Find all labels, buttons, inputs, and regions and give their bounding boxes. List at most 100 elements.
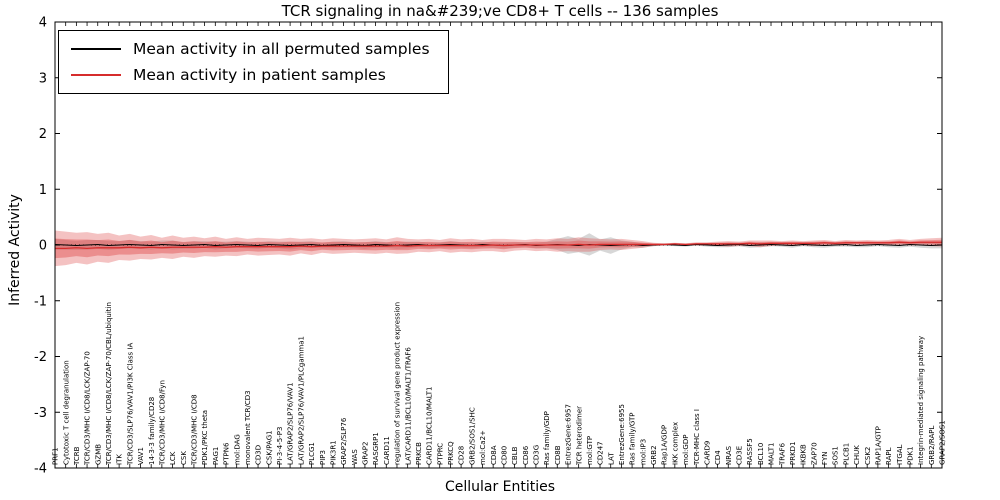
svg-text:PDK1/PKC theta: PDK1/PKC theta: [201, 410, 209, 465]
svg-text:ITGAL: ITGAL: [896, 444, 904, 465]
svg-text:14-3-3 family/CD28: 14-3-3 family/CD28: [148, 397, 156, 465]
svg-text:PI-3-4-5-P3: PI-3-4-5-P3: [276, 427, 284, 465]
svg-text:PDK1: PDK1: [907, 446, 915, 465]
svg-text:LCK: LCK: [169, 451, 177, 465]
svg-text:EntrezGene:6955: EntrezGene:6955: [618, 404, 626, 465]
svg-text:Cytotoxic T cell degranulation: Cytotoxic T cell degranulation: [62, 360, 70, 465]
svg-text:PLCB1: PLCB1: [842, 443, 850, 465]
svg-text:LAT/GRAP2/SLP76/VAV1/PLCgamma1: LAT/GRAP2/SLP76/VAV1/PLCgamma1: [297, 336, 305, 465]
legend-label-patient: Mean activity in patient samples: [133, 66, 386, 84]
svg-text:RASGRP1: RASGRP1: [372, 432, 380, 465]
svg-text:PAG1: PAG1: [212, 447, 220, 465]
svg-text:RAP1A/GTP: RAP1A/GTP: [874, 426, 882, 465]
svg-text:BCL10: BCL10: [757, 443, 765, 465]
svg-text:GZMB: GZMB: [94, 444, 102, 465]
svg-text:EntrezGene:6957: EntrezGene:6957: [565, 404, 573, 465]
svg-text:-4: -4: [34, 462, 47, 477]
svg-text:LAT/CARD11/BCL10/MALT1/TRAF6: LAT/CARD11/BCL10/MALT1/TRAF6: [404, 347, 412, 465]
svg-text:TCR-MHC class I: TCR-MHC class I: [693, 409, 701, 466]
legend-item-patient: Mean activity in patient samples: [71, 66, 430, 84]
svg-text:VAV1: VAV1: [137, 447, 145, 465]
svg-text:SOS1: SOS1: [832, 446, 840, 465]
svg-text:2: 2: [39, 127, 47, 142]
svg-text:GRB2/SOS1/SHC: GRB2/SOS1/SHC: [468, 407, 476, 465]
svg-text:PTPRC: PTPRC: [436, 443, 444, 465]
svg-text:CARD11: CARD11: [383, 436, 391, 465]
svg-text:PRKCQ: PRKCQ: [447, 441, 455, 465]
svg-text:TCR/CD3/MHC I/CD8/Fyn: TCR/CD3/MHC I/CD8/Fyn: [158, 380, 166, 466]
svg-text:CD8A: CD8A: [490, 445, 498, 465]
svg-text:ITK: ITK: [116, 454, 124, 465]
svg-text:regulation of survival gene pr: regulation of survival gene product expr…: [394, 302, 402, 465]
svg-text:4: 4: [39, 16, 47, 31]
svg-text:CARD9: CARD9: [703, 441, 711, 465]
svg-text:PTPN6: PTPN6: [223, 442, 231, 465]
svg-text:mol:GDP: mol:GDP: [682, 435, 690, 465]
svg-text:-3: -3: [34, 406, 47, 421]
svg-text:-2: -2: [34, 350, 47, 365]
legend-item-permuted: Mean activity in all permuted samples: [71, 40, 430, 58]
svg-text:mol:IP3: mol:IP3: [639, 439, 647, 465]
svg-text:mol:DAG: mol:DAG: [233, 434, 241, 465]
svg-text:Integrin-mediated signaling pa: Integrin-mediated signaling pathway: [917, 336, 925, 465]
permuted-line-swatch: [71, 48, 121, 50]
svg-text:TCR/CD3/MHC I/CD8/LCK/ZAP-70: TCR/CD3/MHC I/CD8/LCK/ZAP-70: [84, 351, 92, 466]
svg-text:CD28: CD28: [458, 446, 466, 465]
patient-line-swatch: [71, 74, 121, 76]
svg-text:Ras family/GTP: Ras family/GTP: [629, 412, 637, 465]
svg-text:MALT1: MALT1: [768, 443, 776, 466]
svg-text:Rap1A/GDP: Rap1A/GDP: [661, 425, 669, 465]
legend-label-permuted: Mean activity in all permuted samples: [133, 40, 430, 58]
legend: Mean activity in all permuted samples Me…: [58, 30, 449, 94]
svg-text:CD4: CD4: [714, 450, 722, 465]
svg-text:mol:Ca2+: mol:Ca2+: [479, 430, 487, 465]
svg-text:3: 3: [39, 71, 47, 86]
svg-text:CD3G: CD3G: [533, 445, 541, 465]
svg-text:NRAS: NRAS: [725, 445, 733, 465]
svg-text:PIP3: PIP3: [319, 450, 327, 465]
svg-text:CD86: CD86: [522, 445, 530, 465]
svg-text:CD8B: CD8B: [554, 445, 562, 465]
svg-text:0: 0: [39, 239, 47, 254]
svg-text:PRKD1: PRKD1: [789, 441, 797, 465]
svg-text:CARD11/BCL10/MALT1: CARD11/BCL10/MALT1: [426, 387, 434, 465]
svg-text:TRAF6: TRAF6: [778, 442, 786, 466]
svg-text:FYN: FYN: [821, 451, 829, 465]
svg-text:CD80: CD80: [500, 446, 508, 465]
svg-text:mol:GTP: mol:GTP: [586, 436, 594, 465]
svg-text:ZAP70: ZAP70: [810, 442, 818, 465]
svg-text:RAPL: RAPL: [885, 447, 893, 465]
svg-text:CD247: CD247: [597, 441, 605, 465]
svg-text:CD3E: CD3E: [736, 446, 744, 465]
svg-text:GRB2/RAPL: GRB2/RAPL: [928, 426, 936, 465]
svg-text:IKK complex: IKK complex: [671, 422, 679, 465]
svg-text:CSK/PAG1: CSK/PAG1: [265, 430, 273, 465]
svg-text:WAS: WAS: [351, 449, 359, 465]
svg-text:monovalent TCR/CD3: monovalent TCR/CD3: [244, 390, 252, 465]
svg-text:CSK2: CSK2: [864, 447, 872, 465]
svg-text:1: 1: [39, 183, 47, 198]
svg-text:TCR/CD3/SLP76/VAV1/PI3K Class: TCR/CD3/SLP76/VAV1/PI3K Class IA: [126, 343, 134, 466]
svg-text:GRB2: GRB2: [650, 445, 658, 465]
svg-text:PLCG1: PLCG1: [308, 442, 316, 465]
svg-text:CBLB: CBLB: [511, 446, 519, 465]
svg-text:RASSF5: RASSF5: [746, 438, 754, 465]
svg-text:-1: -1: [34, 294, 47, 309]
svg-text:PRF1: PRF1: [52, 447, 60, 465]
svg-text:GRAP2/SLP76: GRAP2/SLP76: [340, 417, 348, 465]
svg-text:GRAP2/SOS1: GRAP2/SOS1: [939, 420, 947, 465]
svg-text:TCR/CD3/MHC I/CD8/LCK/ZAP-70/C: TCR/CD3/MHC I/CD8/LCK/ZAP-70/CBL/ubiquit…: [105, 302, 113, 466]
svg-text:Ras family/GDP: Ras family/GDP: [543, 411, 551, 465]
svg-text:PIK3R1: PIK3R1: [329, 440, 337, 465]
svg-text:CHUK: CHUK: [853, 445, 861, 465]
svg-text:GRAP2: GRAP2: [362, 442, 370, 465]
svg-text:LAT/GRAP2/SLP76/VAV1: LAT/GRAP2/SLP76/VAV1: [287, 382, 295, 465]
svg-text:TCRB: TCRB: [73, 446, 81, 466]
svg-text:TCR heterodimer: TCR heterodimer: [575, 406, 583, 466]
svg-text:LAT: LAT: [607, 452, 615, 465]
svg-text:TCR/CD3/MHC I/CD8: TCR/CD3/MHC I/CD8: [191, 394, 199, 466]
svg-text:CD3D: CD3D: [255, 445, 263, 465]
chart-title: TCR signaling in na&#239;ve CD8+ T cells…: [281, 2, 719, 20]
